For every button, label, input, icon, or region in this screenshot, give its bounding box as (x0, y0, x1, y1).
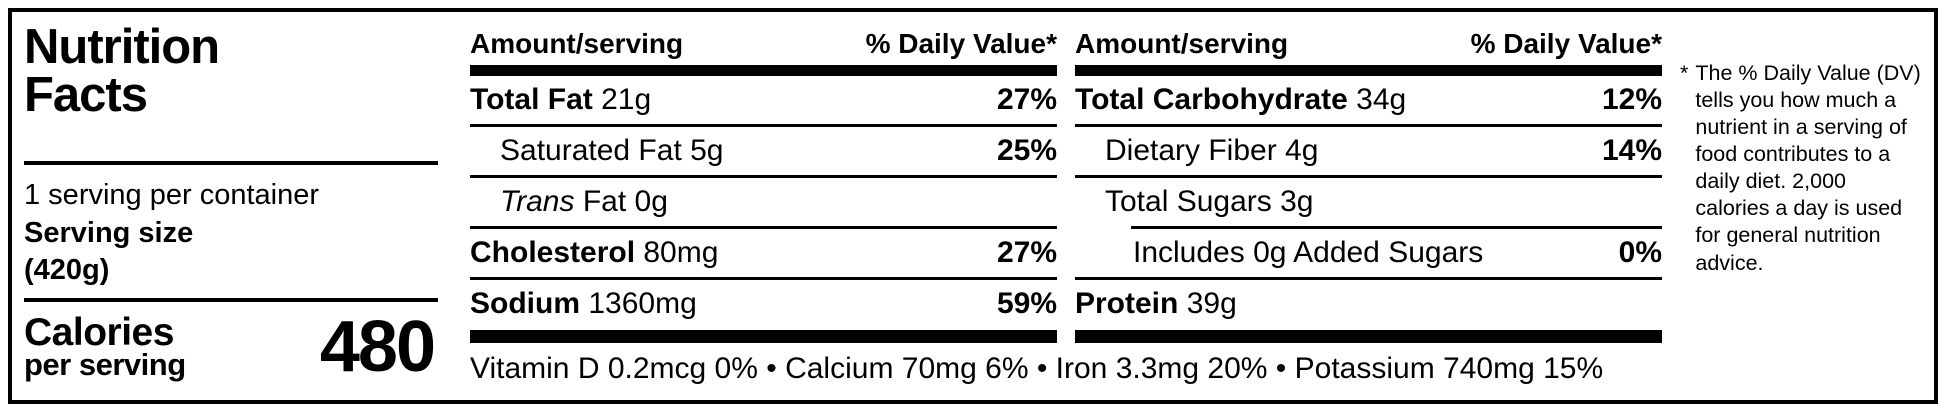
nutrient-daily-value: 25% (996, 134, 1057, 167)
nutrient-amount: 21g (592, 83, 652, 116)
divider-above-calories (24, 298, 438, 303)
nutrient-area: Amount/serving % Daily Value* Total Fat … (470, 22, 1662, 392)
calories-sublabel: per serving (24, 346, 186, 382)
calories-section: Calories per serving 480 (24, 302, 438, 392)
nutrient-row: Includes 0g Added Sugars 0% (1075, 229, 1662, 277)
calories-labels: Calories per serving (24, 310, 186, 382)
vitamins-line: Vitamin D 0.2mcg 0% • Calcium 70mg 6% • … (470, 352, 1604, 385)
nutrition-facts-label: Nutrition Facts 1 serving per container … (8, 8, 1938, 404)
divider-under-title (24, 161, 438, 166)
nutrient-row: Protein 39g (1075, 280, 1662, 328)
serving-size-value: (420g) (24, 254, 110, 287)
nutrient-label: Includes 0g Added Sugars (1133, 236, 1484, 269)
calories-label: Calories (24, 310, 174, 354)
nutrient-amount: 3g (1271, 185, 1314, 218)
row-divider (470, 226, 1057, 229)
nutrient-label: Total Sugars 3g (1105, 185, 1314, 218)
row-divider (470, 277, 1057, 280)
nutrient-row: Total Sugars 3g (1075, 178, 1662, 226)
nutrient-label: Total Carbohydrate 34g (1075, 83, 1407, 116)
nutrient-daily-value: 0% (1618, 236, 1662, 269)
nutrient-rows: Total Carbohydrate 34g 12% Dietary Fiber 4… (1075, 76, 1662, 328)
nutrient-label: Trans Fat 0g (500, 185, 668, 218)
nutrient-row: Saturated Fat 5g 25% (470, 127, 1057, 175)
footnote-text: The % Daily Value (DV) tells you how muc… (1695, 61, 1921, 275)
label-title: Nutrition Facts (24, 20, 220, 122)
nutrient-amount: 1360mg (580, 287, 697, 320)
row-divider (1131, 226, 1662, 229)
nutrient-label: Dietary Fiber 4g (1105, 134, 1319, 167)
footer-bar (1075, 330, 1662, 343)
serving-info: 1 serving per container Serving size (42… (24, 165, 456, 290)
nutrient-label: Cholesterol 80mg (470, 236, 719, 269)
column-header-amount: Amount/serving (1075, 28, 1289, 59)
row-divider (470, 175, 1057, 178)
nutrient-column-right: Amount/serving % Daily Value* Total Carb… (1075, 22, 1662, 343)
row-divider (1075, 175, 1662, 178)
nutrient-daily-value: 12% (1601, 83, 1662, 116)
nutrient-label: Total Fat 21g (470, 83, 652, 116)
footer-bar (470, 330, 1057, 343)
nutrient-row: Cholesterol 80mg 27% (470, 229, 1057, 277)
nutrient-amount: 39g (1178, 287, 1237, 320)
nutrient-daily-value: 27% (996, 236, 1057, 269)
nutrient-daily-value: 59% (996, 287, 1057, 320)
nutrient-amount: 80mg (635, 236, 719, 269)
nutrient-amount: 0g (626, 185, 668, 218)
header-bar (470, 65, 1057, 76)
nutrient-amount: 4g (1276, 134, 1319, 167)
nutrient-label: Saturated Fat 5g (500, 134, 724, 167)
column-header: Amount/serving % Daily Value* (470, 22, 1057, 65)
nutrient-amount: 34g (1347, 83, 1407, 116)
nutrient-label: Protein 39g (1075, 287, 1237, 320)
nutrient-row: Sodium 1360mg 59% (470, 280, 1057, 328)
nutrient-row: Dietary Fiber 4g 14% (1075, 127, 1662, 175)
nutrient-row: Trans Fat 0g (470, 178, 1057, 226)
nutrient-daily-value: 14% (1601, 134, 1662, 167)
nutrient-row: Total Carbohydrate 34g 12% (1075, 76, 1662, 124)
row-divider (470, 124, 1057, 127)
nutrient-columns: Amount/serving % Daily Value* Total Fat … (470, 22, 1662, 343)
column-header-amount: Amount/serving (470, 28, 684, 59)
nutrient-column-left: Amount/serving % Daily Value* Total Fat … (470, 22, 1057, 343)
header-bar (1075, 65, 1662, 76)
servings-per-container: 1 serving per container (24, 179, 319, 212)
nutrient-row: Total Fat 21g 27% (470, 76, 1057, 124)
row-divider (1075, 277, 1662, 280)
column-header: Amount/serving % Daily Value* (1075, 22, 1662, 65)
left-panel: Nutrition Facts 1 serving per container … (24, 22, 456, 392)
column-header-daily-value: % Daily Value* (1470, 28, 1662, 59)
footnote-marker: * (1680, 61, 1689, 85)
nutrient-amount: 5g (681, 134, 724, 167)
serving-size-label: Serving size (24, 216, 194, 249)
footnote: * The % Daily Value (DV) tells you how m… (1680, 22, 1922, 392)
calories-value: 480 (319, 307, 436, 388)
row-divider (1075, 124, 1662, 127)
column-header-daily-value: % Daily Value* (865, 28, 1057, 59)
nutrient-label: Sodium 1360mg (470, 287, 697, 320)
nutrient-daily-value: 27% (996, 83, 1057, 116)
nutrient-rows: Total Fat 21g 27% Saturated Fat 5g 25% Trans… (470, 76, 1057, 328)
